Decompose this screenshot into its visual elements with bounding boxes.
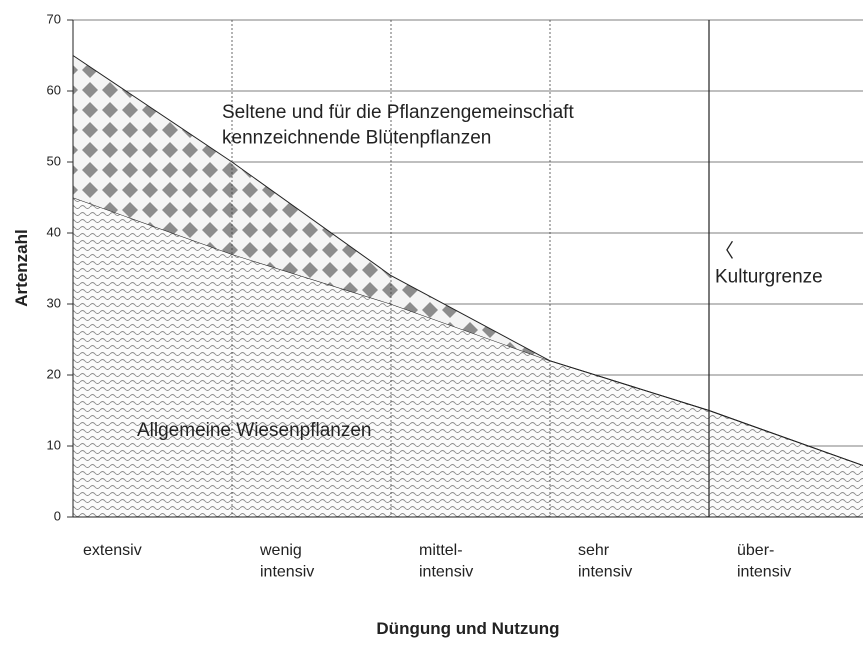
annotation: 〈 Kulturgrenze: [715, 240, 823, 288]
y-tick-label: 10: [47, 437, 61, 452]
y-tick-label: 20: [47, 366, 61, 381]
x-tick-label: wenig intensiv: [259, 542, 314, 581]
series-label: Seltene und für die Pflanzengemeinschaft…: [222, 102, 574, 149]
y-axis-label: Artenzahl: [12, 229, 31, 306]
x-tick-label: sehr intensiv: [578, 542, 632, 581]
x-tick-label: mittel-intensiv: [419, 542, 473, 581]
y-tick-label: 50: [47, 153, 61, 168]
area-edge: [72, 55, 863, 467]
y-tick-label: 60: [47, 82, 61, 97]
x-tick-label: über-intensiv: [737, 542, 791, 581]
y-tick-label: 40: [47, 224, 61, 239]
series-label: Allgemeine Wiesenpflanzen: [137, 420, 371, 441]
x-tick-label: extensiv: [83, 542, 142, 559]
area: [73, 197, 863, 517]
y-tick-label: 70: [47, 11, 61, 26]
x-axis-label: Düngung und Nutzung: [376, 619, 559, 638]
y-tick-label: 30: [47, 295, 61, 310]
y-tick-label: 0: [54, 508, 61, 523]
